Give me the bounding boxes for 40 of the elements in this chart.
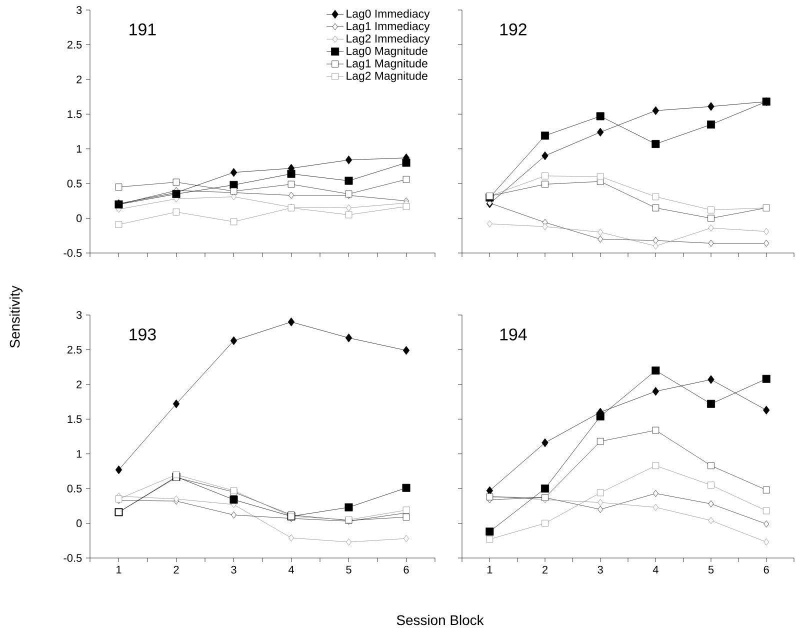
y-tick-label: 2 xyxy=(76,380,82,388)
y-tick-label: 1.5 xyxy=(68,415,82,423)
legend-label: Lag2 Magnitude xyxy=(346,71,428,82)
y-tick-label: 2 xyxy=(76,76,82,84)
y-tick-label: 0.5 xyxy=(67,484,82,492)
y-tick-label: -0.5 xyxy=(64,249,82,257)
x-tick-label: 3 xyxy=(231,566,236,574)
x-axis-title: Session Block xyxy=(396,614,484,626)
text: 194 xyxy=(500,328,527,340)
y-tick-label: 1 xyxy=(76,145,82,153)
text: 193 xyxy=(130,328,156,340)
legend-label: Lag1 Magnitude xyxy=(346,59,428,70)
y-tick-label: 2.5 xyxy=(67,346,82,354)
x-tick-label: 3 xyxy=(598,566,603,574)
y-tick-label: -0.5 xyxy=(64,554,82,562)
text: 192 xyxy=(500,23,526,36)
x-tick-label: 6 xyxy=(764,566,769,574)
text: 191 xyxy=(130,23,156,36)
y-tick-label: 0.5 xyxy=(67,180,82,188)
x-tick-label: 1 xyxy=(116,566,122,574)
y-tick-label: 2.5 xyxy=(67,40,82,49)
x-tick-label: 2 xyxy=(174,566,179,574)
legend-label: Lag0 Immediacy xyxy=(346,9,430,20)
x-tick-label: 4 xyxy=(288,566,294,574)
x-tick-label: 5 xyxy=(346,566,352,574)
y-tick-label: 0 xyxy=(76,519,82,528)
x-tick-label: 1 xyxy=(487,566,492,574)
y-tick-label: 0 xyxy=(76,214,82,222)
x-tick-label: 5 xyxy=(708,566,714,574)
y-tick-label: 3 xyxy=(76,311,82,319)
x-tick-label: 2 xyxy=(542,566,548,574)
legend-label: Lag2 Immediacy xyxy=(346,34,430,45)
x-tick-label: 6 xyxy=(404,566,409,574)
y-tick-label: 3 xyxy=(76,6,82,14)
y-tick-label: 1.5 xyxy=(68,110,82,118)
x-tick-label: 4 xyxy=(652,566,658,574)
legend-label: Lag1 Immediacy xyxy=(346,22,430,32)
y-axis-title: Sensitivity xyxy=(9,286,22,348)
legend-label: Lag0 Magnitude xyxy=(346,46,428,58)
y-tick-label: 1 xyxy=(76,450,82,458)
